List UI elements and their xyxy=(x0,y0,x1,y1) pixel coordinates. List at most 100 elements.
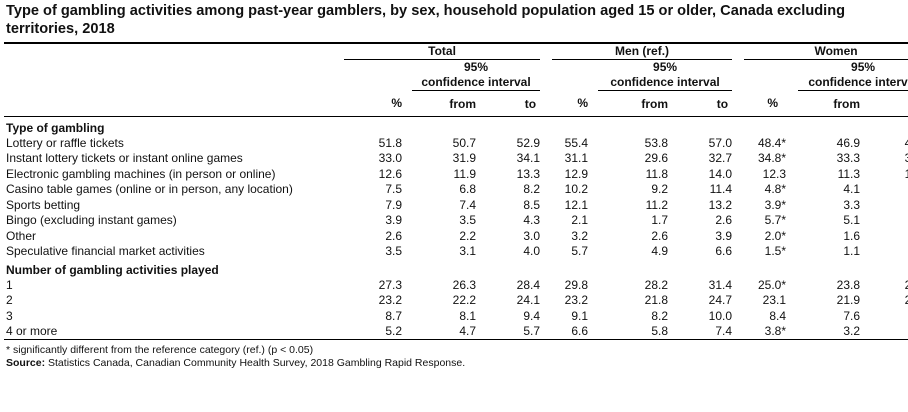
table-cell: 36.3 xyxy=(872,151,908,167)
data-table: Total Men (ref.) Women 95% confidence int… xyxy=(4,42,908,340)
table-cell: 3.5 xyxy=(385,244,402,259)
table-cell: 5.2 xyxy=(344,323,412,340)
table-cell: 48.4* xyxy=(758,135,787,150)
row-label: Sports betting xyxy=(6,197,81,212)
table-cell: 55.4 xyxy=(564,135,589,150)
table-body: Type of gambling Lottery or raffle ticke… xyxy=(4,117,908,340)
table-cell: 2.2 xyxy=(459,228,476,243)
ci-header-total: 95% confidence interval xyxy=(412,59,541,91)
table-row: Lottery or raffle tickets 51.8 50.7 52.9 55.… xyxy=(4,135,908,151)
table-cell: 4.6 xyxy=(872,197,908,213)
table-cell: 24.7 xyxy=(708,293,733,308)
table-row: Casino table games (online or in person,… xyxy=(4,182,908,198)
table-cell: 7.4 xyxy=(459,197,476,212)
table-cell: 11.8 xyxy=(645,166,669,181)
table-cell: 5.7 xyxy=(571,244,589,259)
table-cell: 1.6 xyxy=(843,228,861,243)
table-cell: 6.8 xyxy=(459,182,476,197)
source-label: Source: xyxy=(6,357,46,369)
table-cell: 31.4 xyxy=(708,277,733,292)
col-pct-men: % xyxy=(552,90,599,117)
table-cell: 33.3 xyxy=(836,151,861,166)
table-row: Other 2.6 2.2 3.0 3.2 2.6 3.9 2.0* 1.6 2.4 xyxy=(4,228,908,244)
table-cell: 8.4 xyxy=(769,308,787,323)
table-cell: 3.2 xyxy=(798,323,873,340)
source-note: Source: Statistics Canada, Canadian Comm… xyxy=(6,357,904,370)
table-cell: 23.8 xyxy=(836,277,861,292)
table-cell: 2.6 xyxy=(651,228,669,243)
table-cell: 8.1 xyxy=(459,308,476,323)
table-cell: 27.3 xyxy=(378,277,402,292)
col-from-women: from xyxy=(798,90,873,117)
table-cell: 29.8 xyxy=(564,277,589,292)
table-cell: 4.7 xyxy=(412,323,490,340)
table-cell: 1.5* xyxy=(764,244,787,259)
table-cell: 46.9 xyxy=(836,135,861,150)
table-cell: 28.4 xyxy=(516,277,541,292)
table-cell: 31.9 xyxy=(452,151,476,166)
table-cell: 12.1 xyxy=(564,197,589,212)
table-cell: 4.0 xyxy=(523,244,541,259)
col-from-total: from xyxy=(412,90,490,117)
table-cell: 7.4 xyxy=(682,323,733,340)
table-row: Electronic gambling machines (in person … xyxy=(4,166,908,182)
table-cell: 53.8 xyxy=(644,135,669,150)
table-cell: 11.3 xyxy=(837,166,861,181)
table-cell: 12.6 xyxy=(378,166,402,181)
table-cell: 14.0 xyxy=(708,166,733,181)
subheader-row: % from to % from to % from to xyxy=(4,90,908,117)
table-cell: 3.1 xyxy=(459,244,476,259)
table-cell: 23.2 xyxy=(564,293,589,308)
table-cell: 11.9 xyxy=(453,166,476,181)
table-cell: 7.6 xyxy=(843,308,861,323)
col-to-men: to xyxy=(682,90,733,117)
table-cell: 3.5 xyxy=(459,213,476,228)
table-cell: 28.2 xyxy=(644,277,669,292)
footnote: * significantly different from the refer… xyxy=(6,344,314,356)
group-header-row: Total Men (ref.) Women xyxy=(4,42,908,60)
table-cell: 21.8 xyxy=(644,293,669,308)
table-cell: 3.9 xyxy=(385,213,402,228)
table-cell: 1.7 xyxy=(651,213,669,228)
table-cell: 2.6 xyxy=(385,228,402,243)
table-cell: 4.1 xyxy=(843,182,861,197)
row-label: Speculative financial market activities xyxy=(6,244,205,259)
table-cell: 24.1 xyxy=(516,293,541,308)
group-men: Men (ref.) xyxy=(552,42,733,60)
table-cell: 51.8 xyxy=(378,135,402,150)
row-label: 1 xyxy=(6,277,13,292)
col-from-men: from xyxy=(598,90,683,117)
table-cell: 4.8* xyxy=(764,182,787,197)
table-cell: 3.2 xyxy=(571,228,589,243)
ci-header-women: 95% confidence interval xyxy=(798,59,908,91)
row-label: 2 xyxy=(6,293,13,308)
table-cell: 13.3 xyxy=(516,166,541,181)
table-cell: 9.3 xyxy=(872,308,908,324)
col-to-total: to xyxy=(490,90,541,117)
table-cell: 5.7 xyxy=(872,182,908,198)
table-cell: 26.3 xyxy=(872,277,908,293)
table-cell: 7.5 xyxy=(385,182,402,197)
source-text: Statistics Canada, Canadian Community He… xyxy=(48,357,466,369)
table-cell: 2.4 xyxy=(872,228,908,244)
table-cell: 2.1 xyxy=(571,213,589,228)
table-cell: 13.2 xyxy=(708,197,733,212)
table-cell: 3.9* xyxy=(764,197,787,212)
table-cell: 5.8 xyxy=(598,323,683,340)
ci-header-men: 95% confidence interval xyxy=(598,59,733,91)
row-label: Instant lottery tickets or instant onlin… xyxy=(6,151,243,166)
table-cell: 52.9 xyxy=(516,135,541,150)
table-cell: 13.3 xyxy=(872,166,908,182)
col-pct-women: % xyxy=(744,90,799,117)
table-row: 3 8.7 8.1 9.4 9.1 8.2 10.0 8.4 7.6 9.3 xyxy=(4,308,908,324)
table-cell: 9.1 xyxy=(571,308,589,323)
table-cell: 2.6 xyxy=(715,213,733,228)
table-cell: 8.2 xyxy=(651,308,669,323)
table-cell: 57.0 xyxy=(708,135,733,150)
table-cell: 31.1 xyxy=(564,151,589,166)
table-cell: 3.8* xyxy=(744,323,799,340)
table-cell: 1.1 xyxy=(843,244,861,259)
table-row: Sports betting 7.9 7.4 8.5 12.1 11.2 13.2 3.9* 3… xyxy=(4,197,908,213)
table-cell: 8.7 xyxy=(385,308,402,323)
group-total: Total xyxy=(344,42,541,60)
